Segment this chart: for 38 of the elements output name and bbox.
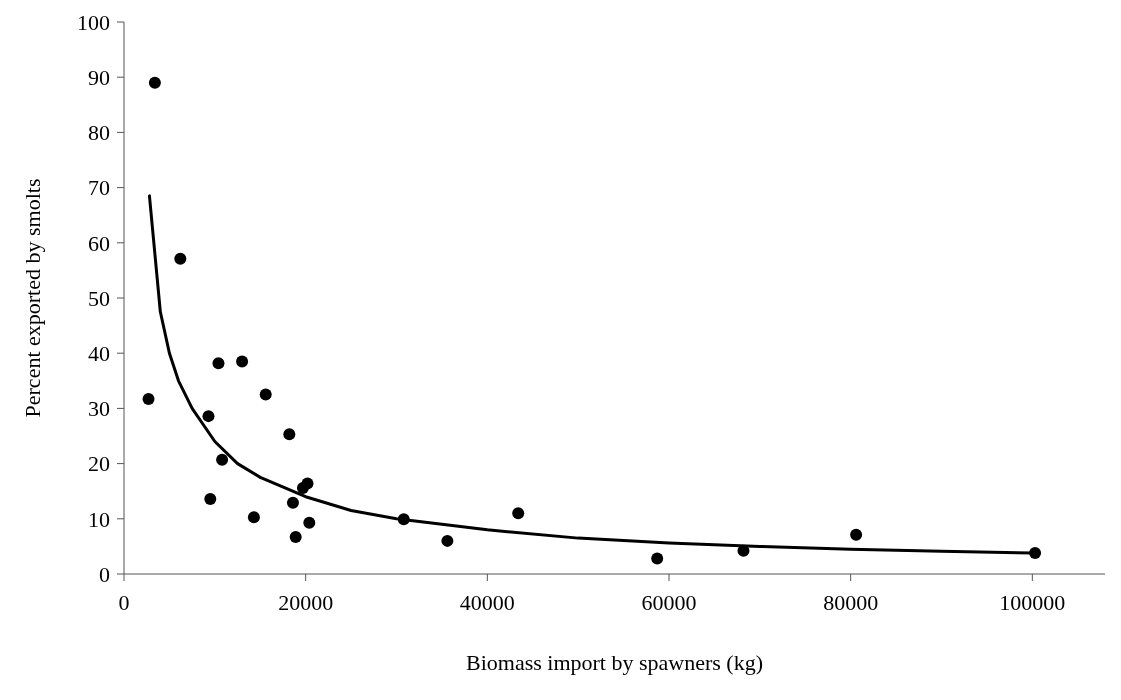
point [174,252,187,265]
point [247,511,260,524]
x-tick-label: 100000 [999,590,1066,615]
y-axis-title: Percent exported by smolts [20,178,45,418]
point [202,410,215,423]
x-tick-label: 60000 [641,590,697,615]
point [212,357,225,370]
point [651,552,664,565]
y-tick-label: 40 [88,340,110,366]
x-tick-label: 80000 [823,590,879,615]
point [850,528,863,541]
x-tick-label: 20000 [278,590,334,615]
point [286,496,299,509]
point [441,534,454,547]
point [296,481,309,494]
point [204,492,217,505]
point [259,388,272,401]
x-tick-label: 0 [118,590,130,615]
y-tick-label: 90 [88,64,110,90]
y-tick-label: 10 [88,506,110,532]
x-tick-label: 40000 [459,590,515,615]
point [289,531,302,544]
point [216,453,229,466]
point [512,507,525,520]
y-tick-label: 20 [88,451,110,477]
y-tick-label: 70 [88,175,110,201]
y-tick-label: 80 [88,120,110,146]
point [303,516,316,529]
y-tick-label: 30 [88,396,110,422]
point [283,428,296,441]
y-tick-label: 0 [99,561,110,587]
y-tick-label: 100 [77,9,110,35]
y-tick-label: 60 [88,230,110,256]
y-tick-label: 50 [88,285,110,311]
point [148,76,161,89]
point [236,355,249,368]
point [142,393,155,406]
x-axis-title: Biomass import by spawners (kg) [466,650,763,675]
